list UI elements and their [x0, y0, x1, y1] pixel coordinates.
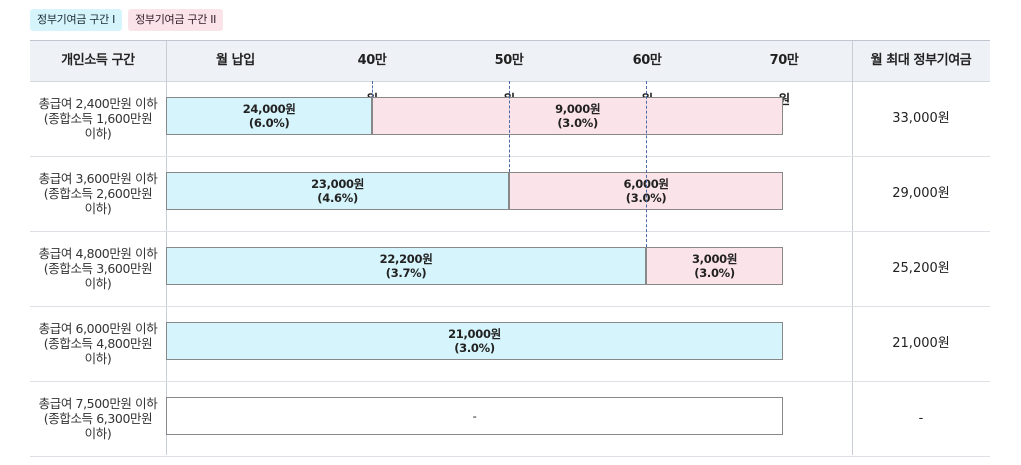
table-row: 총급여 3,600만원 이하 (종합소득 2,600만원 이하) 23,000원 (4.… — [30, 156, 990, 232]
income-label-line: 총급여 7,500만원 이하 — [38, 396, 158, 411]
income-label-line: 총급여 3,600만원 이하 — [38, 171, 158, 186]
income-label-line: (종합소득 4,800만원 — [43, 336, 153, 351]
header-income: 개인소득 구간 — [61, 53, 135, 68]
segment-rate: (3.0%) — [557, 116, 598, 130]
bar-segment-tier1: 21,000원 (3.0%) — [166, 322, 783, 360]
table-row: 총급여 2,400만원 이하 (종합소득 1,600만원 이하) 24,000원 (6.… — [30, 81, 990, 157]
income-label-line: 총급여 6,000만원 이하 — [38, 321, 158, 336]
row-income-label: 총급여 2,400만원 이하 (종합소득 1,600만원 이하) — [30, 81, 166, 156]
table-row: 총급여 6,000만원 이하 (종합소득 4,800만원 이하) 21,000원 (3.… — [30, 306, 990, 382]
bar-segment-tier2: 3,000원 (3.0%) — [646, 247, 783, 285]
table-header: 개인소득 구간 월 납입 40만원 50만원 60만원 70만원 월 최대 정부… — [30, 41, 990, 108]
header-tick-60: 60만원 — [632, 53, 662, 108]
table-row: 총급여 7,500만원 이하 (종합소득 6,300만원 이하) - - — [30, 381, 990, 457]
legend: 정부기여금 구간 I 정부기여금 구간 II — [30, 9, 224, 31]
income-label-line: 이하) — [84, 426, 112, 441]
bar-segment-tier1: 22,200원 (3.7%) — [166, 247, 647, 285]
row-max-contribution: - — [918, 411, 924, 426]
row-income-label: 총급여 6,000만원 이하 (종합소득 4,800만원 이하) — [30, 306, 166, 381]
income-label-line: (종합소득 3,600만원 — [43, 261, 153, 276]
income-label-line: (종합소득 1,600만원 — [43, 111, 153, 126]
bar-segment-tier1: 23,000원 (4.6%) — [166, 172, 510, 210]
income-label-line: 이하) — [84, 126, 112, 141]
segment-rate: (3.7%) — [385, 266, 427, 280]
income-label-line: 총급여 4,800만원 이하 — [38, 246, 158, 261]
segment-amount: 3,000원 — [691, 252, 738, 266]
segment-rate: (6.0%) — [248, 116, 290, 130]
row-income-label: 총급여 4,800만원 이하 (종합소득 3,600만원 이하) — [30, 231, 166, 306]
legend-tier2-badge: 정부기여금 구간 II — [128, 9, 224, 31]
segment-amount: 22,200원 — [379, 252, 433, 266]
legend-tier1-badge: 정부기여금 구간 I — [30, 9, 123, 31]
row-max-contribution: 25,200원 — [892, 261, 950, 276]
header-tick-50: 50만원 — [494, 53, 524, 108]
segment-rate: (4.6%) — [317, 191, 358, 205]
bar-segment-none: - — [166, 397, 783, 435]
income-label-line: 이하) — [84, 276, 112, 291]
table-row: 총급여 4,800만원 이하 (종합소득 3,600만원 이하) 22,200원 (3.… — [30, 231, 990, 307]
segment-rate: (3.0%) — [454, 341, 495, 355]
header-tick-70: 70만원 — [769, 53, 799, 108]
row-max-contribution: 21,000원 — [892, 336, 950, 351]
bar-segment-tier1: 24,000원 (6.0%) — [166, 97, 373, 135]
segment-amount: 9,000원 — [555, 102, 601, 116]
guide-line-50 — [509, 81, 510, 172]
bar-segment-tier2: 9,000원 (3.0%) — [372, 97, 783, 135]
row-income-label: 총급여 7,500만원 이하 (종합소득 6,300만원 이하) — [30, 381, 166, 456]
column-divider-right — [852, 41, 853, 455]
row-max-contribution: 33,000원 — [892, 111, 950, 126]
header-tick-40: 40만원 — [357, 53, 387, 108]
segment-amount: 24,000원 — [242, 102, 296, 116]
segment-amount: 21,000원 — [448, 327, 501, 341]
segment-amount: - — [472, 409, 477, 423]
income-label-line: (종합소득 6,300만원 — [43, 411, 153, 426]
income-label-line: 이하) — [84, 201, 112, 216]
segment-rate: (3.0%) — [694, 266, 735, 280]
contribution-table: 개인소득 구간 월 납입 40만원 50만원 60만원 70만원 월 최대 정부… — [30, 40, 990, 457]
segment-amount: 23,000원 — [311, 177, 365, 191]
guide-line-40 — [372, 81, 373, 97]
row-max-contribution: 29,000원 — [892, 186, 950, 201]
income-label-line: 이하) — [84, 351, 112, 366]
header-max-contribution: 월 최대 정부기여금 — [870, 53, 972, 68]
row-income-label: 총급여 3,600만원 이하 (종합소득 2,600만원 이하) — [30, 156, 166, 231]
income-label-line: (종합소득 2,600만원 — [43, 186, 153, 201]
income-label-line: 총급여 2,400만원 이하 — [38, 96, 158, 111]
guide-line-60 — [646, 81, 647, 247]
header-monthly-payment: 월 납입 — [216, 53, 255, 68]
